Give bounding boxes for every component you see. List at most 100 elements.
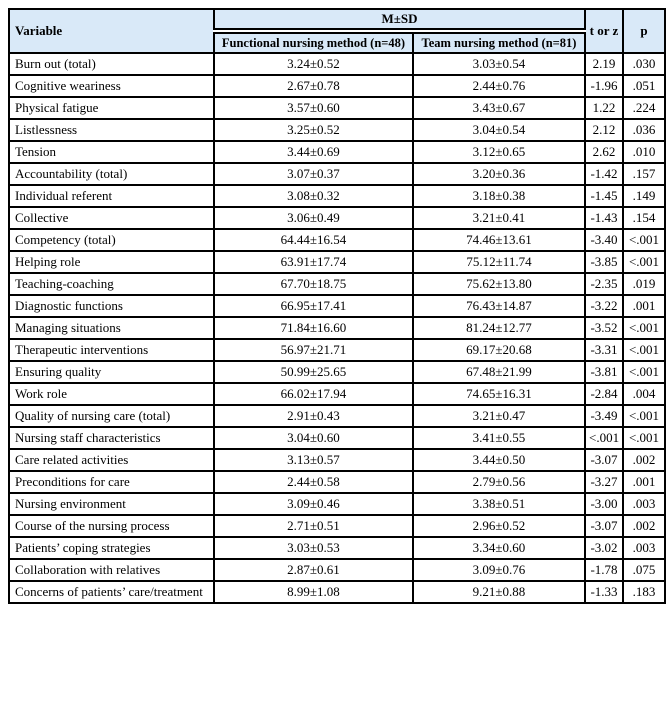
cell-team-value: 3.09±0.76 <box>412 558 586 582</box>
cell-functional-value: 64.44±16.54 <box>213 228 414 252</box>
cell-team-value: 3.04±0.54 <box>412 118 586 142</box>
cell-functional-value: 8.99±1.08 <box>213 580 414 604</box>
cell-p-value: .003 <box>622 492 666 516</box>
table-row: Teaching-coaching 67.70±18.75 75.62±13.80-… <box>8 272 666 296</box>
table-row: Diagnostic functions 66.95±17.41 76.43±14.… <box>8 294 666 318</box>
header-row-2: Functional nursing method (n=48) Team nu… <box>9 30 665 54</box>
cell-p-value: <.001 <box>622 250 666 274</box>
cell-variable: Ensuring quality <box>8 360 215 384</box>
cell-team-value: 3.38±0.51 <box>412 492 586 516</box>
cell-functional-value: 3.07±0.37 <box>213 162 414 186</box>
cell-variable: Teaching-coaching <box>8 272 215 296</box>
cell-t-or-z-value: -3.81 <box>584 360 624 384</box>
cell-t-or-z-value: 1.22 <box>584 96 624 120</box>
cell-t-or-z-value: -3.52 <box>584 316 624 340</box>
cell-t-or-z-value: -3.31 <box>584 338 624 362</box>
cell-t-or-z-value: -1.78 <box>584 558 624 582</box>
cell-t-or-z-value: 2.12 <box>584 118 624 142</box>
cell-t-or-z-value: -2.35 <box>584 272 624 296</box>
table-row: Therapeutic interventions 56.97±21.71 69.1… <box>8 338 666 362</box>
table-row: Accountability (total) 3.07±0.37 3.20±0.36… <box>8 162 666 186</box>
table-row: Concerns of patients’ care/treatment 8.99… <box>8 580 666 604</box>
table-row: Tension 3.44±0.69 3.12±0.65 2.62.010 <box>8 140 666 164</box>
cell-team-value: 2.96±0.52 <box>412 514 586 538</box>
table-row: Care related activities 3.13±0.57 3.44±0.5… <box>8 448 666 472</box>
cell-functional-value: 71.84±16.60 <box>213 316 414 340</box>
cell-team-value: 3.34±0.60 <box>412 536 586 560</box>
cell-functional-value: 66.95±17.41 <box>213 294 414 318</box>
cell-p-value: .001 <box>622 470 666 494</box>
cell-functional-value: 3.25±0.52 <box>213 118 414 142</box>
cell-t-or-z-value: -3.22 <box>584 294 624 318</box>
cell-team-value: 76.43±14.87 <box>412 294 586 318</box>
cell-functional-value: 2.87±0.61 <box>213 558 414 582</box>
cell-team-value: 3.03±0.54 <box>412 52 586 76</box>
cell-p-value: .002 <box>622 514 666 538</box>
cell-p-value: <.001 <box>622 228 666 252</box>
cell-p-value: .075 <box>622 558 666 582</box>
cell-team-value: 67.48±21.99 <box>412 360 586 384</box>
cell-variable: Helping role <box>8 250 215 274</box>
cell-variable: Tension <box>8 140 215 164</box>
cell-t-or-z-value: -3.00 <box>584 492 624 516</box>
cell-p-value: <.001 <box>622 316 666 340</box>
cell-team-value: 75.62±13.80 <box>412 272 586 296</box>
cell-t-or-z-value: -1.45 <box>584 184 624 208</box>
cell-t-or-z-value: -3.02 <box>584 536 624 560</box>
table-row: Collective 3.06±0.49 3.21±0.41 -1.43.154 <box>8 206 666 230</box>
cell-variable: Therapeutic interventions <box>8 338 215 362</box>
table-row: Individual referent 3.08±0.32 3.18±0.38 -1.… <box>8 184 666 208</box>
cell-p-value: .224 <box>622 96 666 120</box>
cell-functional-value: 2.67±0.78 <box>213 74 414 98</box>
cell-variable: Collaboration with relatives <box>8 558 215 582</box>
table-row: Burn out (total) 3.24±0.52 3.03±0.54 2.19.0… <box>8 52 666 76</box>
cell-functional-value: 2.44±0.58 <box>213 470 414 494</box>
cell-p-value: <.001 <box>622 404 666 428</box>
cell-t-or-z-value: -3.07 <box>584 448 624 472</box>
cell-p-value: <.001 <box>622 426 666 450</box>
cell-functional-value: 66.02±17.94 <box>213 382 414 406</box>
cell-functional-value: 67.70±18.75 <box>213 272 414 296</box>
cell-t-or-z-value: <.001 <box>584 426 624 450</box>
cell-variable: Diagnostic functions <box>8 294 215 318</box>
cell-t-or-z-value: 2.62 <box>584 140 624 164</box>
cell-p-value: .157 <box>622 162 666 186</box>
cell-t-or-z-value: -3.40 <box>584 228 624 252</box>
table-row: Ensuring quality 50.99±25.65 67.48±21.99 -3… <box>8 360 666 384</box>
header-row-1: Variable M±SD t or z p <box>8 8 666 54</box>
cell-functional-value: 3.04±0.60 <box>213 426 414 450</box>
cell-team-value: 81.24±12.77 <box>412 316 586 340</box>
column-header-t-or-z: t or z <box>584 8 624 54</box>
table-row: Preconditions for care 2.44±0.58 2.79±0.56… <box>8 470 666 494</box>
cell-team-value: 2.44±0.76 <box>412 74 586 98</box>
table-row: Work role 66.02±17.94 74.65±16.31 -2.84.004 <box>8 382 666 406</box>
cell-variable: Cognitive weariness <box>8 74 215 98</box>
cell-p-value: .149 <box>622 184 666 208</box>
cell-variable: Quality of nursing care (total) <box>8 404 215 428</box>
cell-team-value: 3.43±0.67 <box>412 96 586 120</box>
cell-team-value: 9.21±0.88 <box>412 580 586 604</box>
table-body: Burn out (total) 3.24±0.52 3.03±0.54 2.19.0… <box>8 52 666 604</box>
cell-functional-value: 3.44±0.69 <box>213 140 414 164</box>
cell-variable: Competency (total) <box>8 228 215 252</box>
cell-variable: Course of the nursing process <box>8 514 215 538</box>
cell-t-or-z-value: -3.85 <box>584 250 624 274</box>
cell-team-value: 3.44±0.50 <box>412 448 586 472</box>
cell-p-value: <.001 <box>622 360 666 384</box>
cell-variable: Individual referent <box>8 184 215 208</box>
cell-variable: Managing situations <box>8 316 215 340</box>
cell-team-value: 74.65±16.31 <box>412 382 586 406</box>
cell-t-or-z-value: -3.07 <box>584 514 624 538</box>
cell-functional-value: 2.91±0.43 <box>213 404 414 428</box>
cell-team-value: 2.79±0.56 <box>412 470 586 494</box>
cell-team-value: 3.12±0.65 <box>412 140 586 164</box>
cell-t-or-z-value: 2.19 <box>584 52 624 76</box>
cell-functional-value: 3.08±0.32 <box>213 184 414 208</box>
cell-team-value: 74.46±13.61 <box>412 228 586 252</box>
cell-variable: Collective <box>8 206 215 230</box>
table-header: Variable M±SD t or z p Functional nursin… <box>8 8 666 54</box>
table-row: Course of the nursing process 2.71±0.51 2.… <box>8 514 666 538</box>
cell-team-value: 3.18±0.38 <box>412 184 586 208</box>
cell-t-or-z-value: -1.96 <box>584 74 624 98</box>
